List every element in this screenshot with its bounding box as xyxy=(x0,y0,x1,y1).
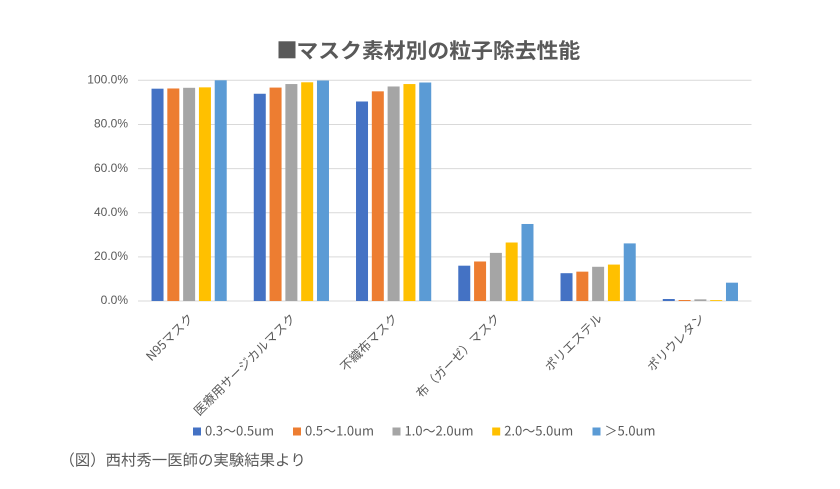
svg-text:80.0%: 80.0% xyxy=(94,117,128,131)
svg-text:40.0%: 40.0% xyxy=(94,205,128,219)
svg-text:60.0%: 60.0% xyxy=(94,161,128,175)
svg-text:100.0%: 100.0% xyxy=(87,73,128,87)
svg-text:20.0%: 20.0% xyxy=(94,249,128,263)
svg-text:0.0%: 0.0% xyxy=(101,293,129,307)
